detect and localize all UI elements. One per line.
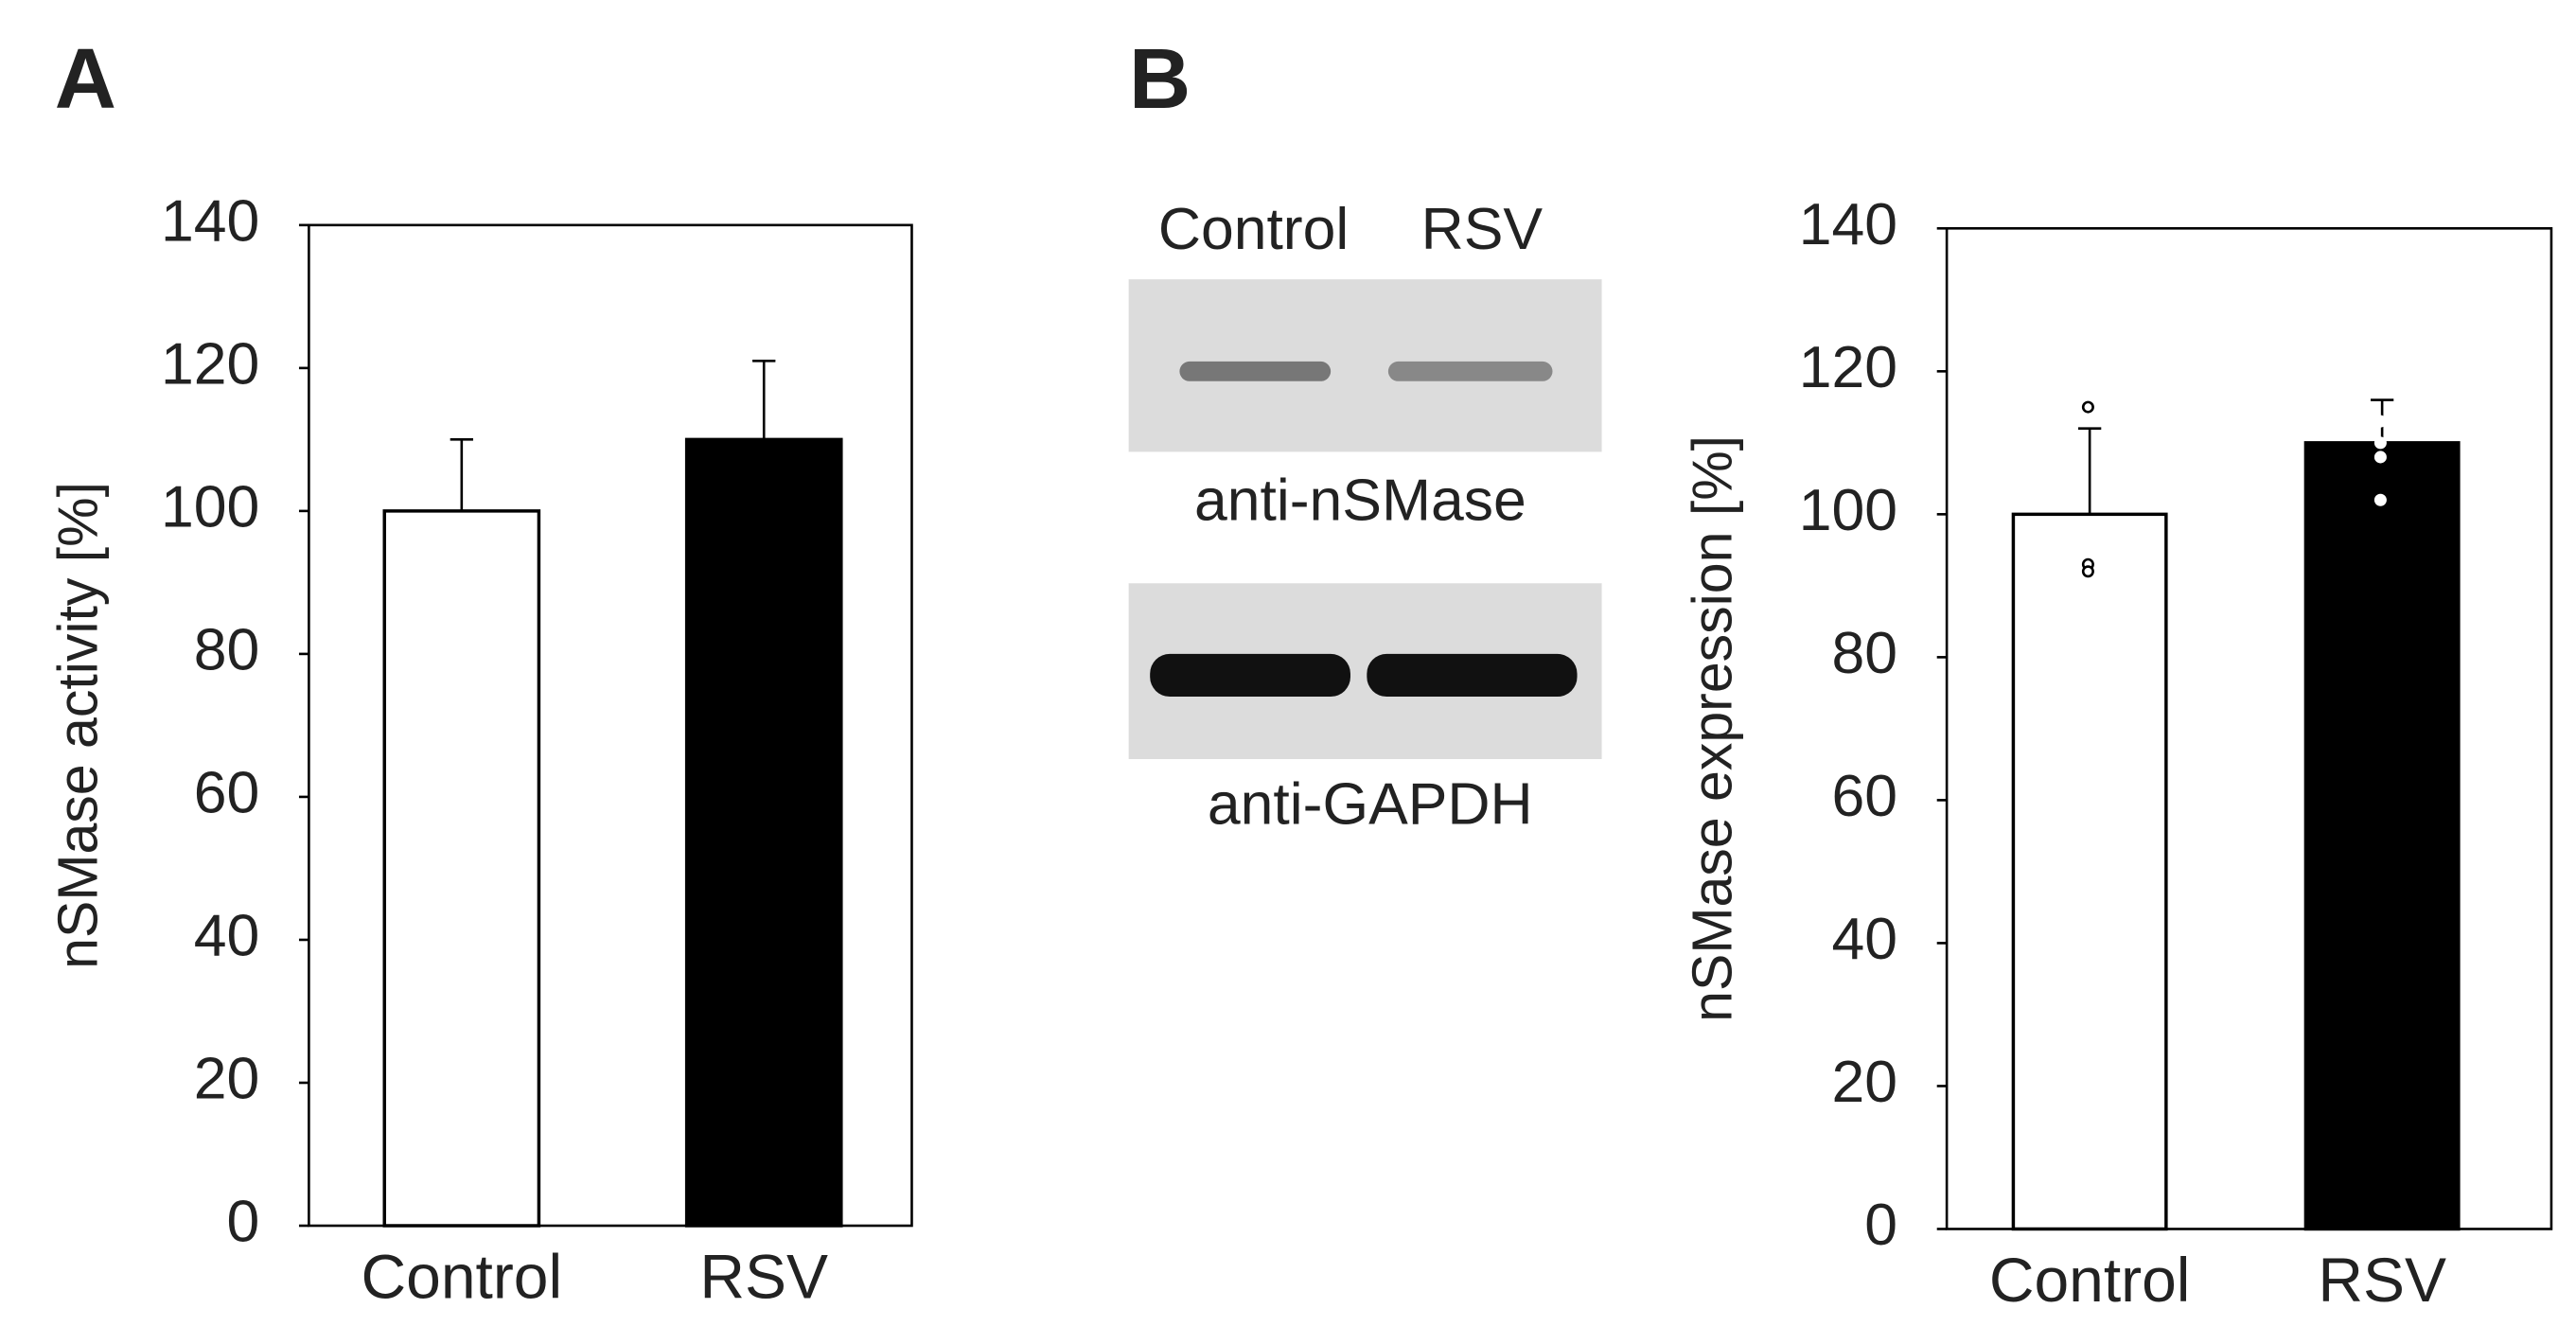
bar	[684, 437, 843, 1228]
x-tick-label: Control	[362, 1241, 563, 1311]
y-tick-label: 100	[1799, 477, 1897, 543]
x-tick-label: RSV	[699, 1241, 828, 1311]
y-tick-label: 80	[194, 616, 260, 682]
y-axis-label: nSMase expression [%]	[1682, 435, 1744, 1022]
blot-band	[1150, 653, 1350, 698]
y-tick-label: 60	[194, 759, 260, 825]
y-tick-label: 100	[161, 473, 259, 539]
bar	[2303, 441, 2461, 1231]
y-tick-label: 140	[161, 187, 259, 254]
lane-label: Control	[1158, 196, 1349, 262]
y-tick-label: 40	[194, 902, 260, 968]
y-tick-label: 140	[1799, 191, 1897, 257]
plot-frame	[308, 223, 913, 1228]
blot-band	[1367, 653, 1578, 698]
y-tick-label: 0	[1864, 1192, 1897, 1258]
y-tick-label: 60	[1832, 763, 1898, 829]
y-tick-label: 120	[1799, 334, 1897, 400]
data-point	[2373, 436, 2387, 450]
data-point	[2373, 415, 2387, 428]
blot-band	[1387, 361, 1553, 381]
y-tick-label: 20	[194, 1045, 260, 1111]
data-point	[2081, 400, 2094, 414]
y-tick-label: 0	[227, 1189, 260, 1255]
blot-band	[1179, 361, 1332, 381]
blot-label: anti-GAPDH	[1208, 771, 1533, 838]
bar	[382, 509, 541, 1228]
data-point	[2373, 451, 2387, 464]
blot-label: anti-nSMase	[1194, 467, 1526, 533]
plot-frame	[1945, 226, 2553, 1230]
panel-letter: B	[1129, 31, 1191, 127]
data-point	[2081, 565, 2094, 578]
y-tick-label: 80	[1832, 620, 1898, 686]
lane-label: RSV	[1421, 196, 1544, 262]
x-tick-label: Control	[1989, 1245, 2191, 1315]
x-tick-label: RSV	[2318, 1245, 2446, 1315]
panel-letter: A	[55, 31, 116, 127]
y-axis-label: nSMase activity [%]	[46, 482, 109, 969]
y-tick-label: 120	[161, 330, 259, 397]
y-tick-label: 40	[1832, 906, 1898, 972]
bar	[2011, 512, 2168, 1231]
y-tick-label: 20	[1832, 1049, 1898, 1115]
data-point	[2373, 493, 2387, 506]
